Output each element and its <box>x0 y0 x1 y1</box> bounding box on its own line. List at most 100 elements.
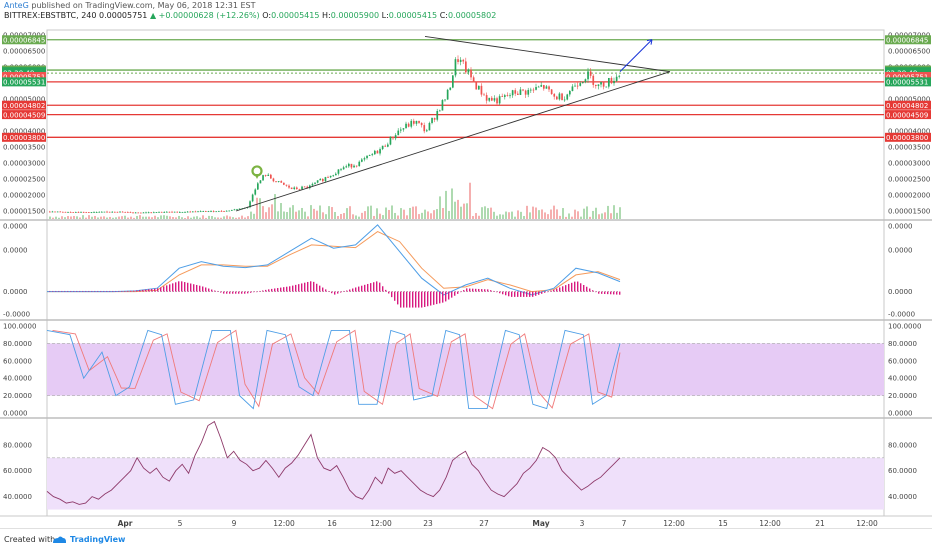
tradingview-logo-icon <box>53 536 66 543</box>
chart-canvas[interactable]: 0.000070000.000070000.000065000.00006500… <box>0 22 932 528</box>
candle-body <box>436 111 439 120</box>
price-label-box-right <box>885 71 931 81</box>
macd-histogram-bar <box>100 290 102 292</box>
macd-histogram-bar <box>307 281 309 292</box>
breakout-projection-arrow <box>619 39 653 72</box>
candle-body <box>509 95 511 97</box>
macd-histogram-bar <box>487 289 489 292</box>
price-value: 0.00005751 <box>99 11 148 20</box>
macd-histogram-bar <box>127 290 129 292</box>
macd-histogram-bar <box>304 282 306 292</box>
macd-histogram-bar <box>91 290 93 292</box>
close-label: C: <box>439 11 448 20</box>
candle-body <box>314 182 316 184</box>
volume-bar <box>298 210 300 219</box>
candle-body <box>179 212 181 213</box>
candle-body <box>311 183 314 186</box>
y-tick-label-left: 0.00005000 <box>3 95 45 103</box>
candle-body <box>327 177 329 178</box>
volume-bar <box>619 207 621 219</box>
macd-histogram-bar <box>295 284 297 292</box>
volume-bar <box>277 211 279 219</box>
candle-body <box>90 212 93 213</box>
candle-body <box>319 178 322 181</box>
volume-bar <box>187 216 189 219</box>
volume-bar <box>475 213 477 219</box>
x-tick-label: 12:00 <box>273 519 295 528</box>
macd-histogram-bar <box>502 291 504 295</box>
candle-body <box>303 186 306 188</box>
y-tick-label-right: 0.00005000 <box>888 95 930 103</box>
candle-body <box>350 163 353 168</box>
volume-bar <box>208 215 210 219</box>
candle-body <box>262 175 264 181</box>
macd-histogram-bar <box>187 282 189 292</box>
macd-histogram-bar <box>259 290 261 292</box>
macd-y-tick-left: 0.0000 <box>3 247 28 255</box>
macd-histogram-bar <box>418 291 420 308</box>
volume-bar <box>601 213 603 219</box>
volume-bar <box>316 210 318 219</box>
candle-body <box>392 136 394 139</box>
volume-bar <box>607 205 609 219</box>
volume-bar <box>613 205 615 219</box>
candle-body <box>608 77 610 87</box>
macd-histogram-bar <box>64 290 66 292</box>
candle-body <box>145 212 147 214</box>
volume-bar <box>292 205 294 219</box>
volume-bar <box>610 213 612 219</box>
candle-body <box>280 181 283 183</box>
author-link[interactable]: AnteG <box>4 1 29 10</box>
price-label-box-left <box>2 100 46 110</box>
volume-bar <box>562 208 564 219</box>
candle-body <box>457 59 459 62</box>
candle-body <box>535 87 537 90</box>
macd-histogram-bar <box>586 286 588 292</box>
volume-bar <box>454 201 456 219</box>
volume-bar <box>295 211 297 219</box>
x-tick-label: 12:00 <box>856 519 878 528</box>
volume-bar <box>511 211 513 219</box>
volume-bar <box>310 205 312 219</box>
macd-histogram-bar <box>598 291 600 294</box>
macd-histogram-bar <box>511 291 513 297</box>
volume-bar <box>523 215 525 219</box>
macd-histogram-bar <box>592 290 594 292</box>
macd-histogram-bar <box>496 291 498 293</box>
candle-body <box>548 86 550 90</box>
macd-histogram-bar <box>301 283 303 292</box>
candle-body <box>540 85 543 87</box>
candle-body <box>431 117 433 123</box>
volume-bar <box>328 206 330 219</box>
macd-histogram-bar <box>400 291 402 308</box>
candle-body <box>493 98 496 101</box>
macd-histogram-bar <box>310 281 312 292</box>
candle-body <box>272 178 275 182</box>
volume-bar <box>547 214 549 219</box>
candle-body <box>176 211 179 213</box>
volume-bar <box>571 216 573 219</box>
candle-body <box>366 155 368 159</box>
price-label-box-right <box>885 77 931 87</box>
macd-histogram-bar <box>574 281 576 292</box>
macd-histogram-bar <box>274 288 276 292</box>
volume-bar <box>106 217 108 219</box>
macd-histogram-bar <box>232 291 234 294</box>
candle-body <box>485 95 488 101</box>
macd-histogram-bar <box>595 291 597 293</box>
volume-bar <box>418 214 420 219</box>
macd-histogram-bar <box>343 290 345 292</box>
candle-body <box>550 89 553 95</box>
tradingview-brand[interactable]: TradingView <box>70 535 126 544</box>
macd-histogram-bar <box>520 291 522 297</box>
candle-body <box>114 211 116 213</box>
candle-body <box>441 100 444 111</box>
y-tick-label-right: 0.00002500 <box>888 175 930 183</box>
macd-histogram-bar <box>421 291 423 308</box>
close-value: 0.00005802 <box>447 11 497 20</box>
macd-histogram-bar <box>535 291 537 296</box>
candle-body <box>506 95 509 97</box>
candle-body <box>615 76 618 81</box>
macd-histogram-bar <box>103 290 105 292</box>
macd-histogram-bar <box>151 288 153 292</box>
